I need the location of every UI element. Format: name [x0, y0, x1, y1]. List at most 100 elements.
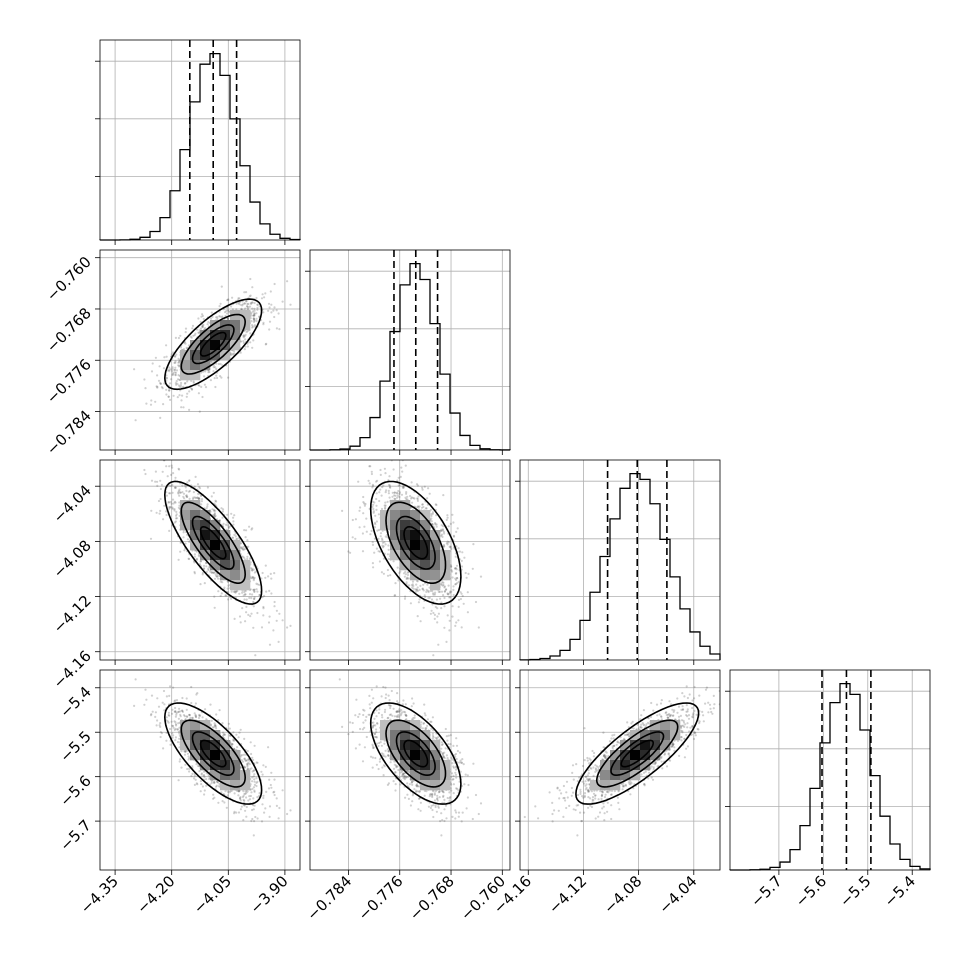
scatter-point: [363, 502, 366, 505]
scatter-point: [196, 483, 200, 486]
scatter-point: [232, 523, 235, 526]
scatter-point: [221, 516, 224, 519]
scatter-point: [250, 612, 253, 615]
density-cell: [200, 510, 211, 521]
scatter-point: [184, 342, 187, 345]
scatter-point: [204, 386, 208, 389]
scatter-point: [178, 501, 181, 504]
scatter-point: [230, 745, 233, 748]
scatter-point: [213, 513, 216, 516]
scatter-point: [184, 749, 187, 753]
scatter-point: [388, 475, 391, 478]
scatter-point: [241, 547, 244, 550]
scatter-point: [241, 547, 244, 550]
scatter-point: [241, 591, 244, 594]
scatter-point: [386, 568, 389, 572]
scatter-point: [466, 611, 469, 614]
scatter-point: [174, 501, 177, 504]
scatter-point: [186, 481, 189, 484]
scatter-point: [160, 483, 163, 486]
scatter-point: [232, 739, 235, 742]
scatter-point: [185, 494, 188, 497]
scatter-point: [251, 286, 254, 289]
scatter-point: [364, 502, 367, 506]
scatter-point: [373, 521, 377, 525]
scatter-point: [183, 497, 186, 500]
scatter-point: [196, 783, 199, 786]
scatter-point: [431, 523, 434, 526]
scatter-point: [412, 587, 415, 590]
scatter-point: [370, 470, 373, 473]
scatter-point: [402, 572, 406, 575]
scatter-point: [415, 590, 418, 593]
scatter-point: [387, 544, 390, 547]
scatter-point: [238, 592, 241, 595]
scatter-point: [133, 368, 136, 371]
scatter-point: [249, 332, 252, 335]
scatter-point: [397, 489, 400, 493]
scatter-point: [376, 529, 379, 532]
density-cell: [200, 550, 211, 561]
scatter-point: [168, 389, 171, 392]
scatter-point: [239, 621, 242, 624]
scatter-point: [230, 590, 233, 593]
scatter-point: [143, 468, 146, 472]
scatter-point: [405, 492, 408, 495]
scatter-point: [210, 495, 213, 498]
scatter-point: [252, 317, 255, 320]
density-cell: [380, 520, 391, 531]
scatter-point: [443, 590, 446, 593]
scatter-point: [174, 721, 177, 724]
scatter-point: [253, 318, 256, 321]
scatter-point: [388, 496, 391, 499]
scatter-point: [245, 305, 249, 308]
scatter-point: [241, 303, 245, 306]
scatter-point: [218, 305, 221, 308]
scatter-point: [252, 577, 256, 580]
density-cell: [210, 540, 221, 551]
scatter-point: [398, 495, 401, 499]
scatter-point: [245, 605, 248, 609]
scatter-point: [264, 292, 267, 295]
scatter-point: [246, 307, 249, 310]
scatter-point: [249, 301, 252, 305]
density-cell: [400, 500, 411, 511]
scatter-point: [201, 785, 204, 788]
scatter-point: [168, 465, 171, 468]
scatter-point: [246, 330, 249, 333]
scatter-point: [378, 499, 381, 503]
scatter-point: [226, 312, 229, 315]
scatter-point: [255, 317, 258, 320]
scatter-point: [448, 619, 451, 622]
scatter-point: [252, 318, 256, 321]
scatter-point: [173, 361, 176, 364]
scatter-point: [157, 379, 161, 382]
scatter-point: [195, 782, 198, 785]
scatter-point: [262, 321, 265, 324]
scatter-point: [143, 378, 146, 381]
scatter-point: [159, 509, 162, 512]
scatter-point: [423, 485, 426, 488]
scatter-point: [395, 457, 397, 459]
scatter-point: [208, 565, 211, 569]
scatter-point: [239, 799, 242, 802]
scatter-point: [250, 302, 253, 306]
scatter-point: [226, 317, 230, 320]
density-cell: [230, 330, 241, 341]
scatter-point: [242, 340, 245, 343]
scatter-point: [227, 376, 230, 379]
scatter-point: [246, 767, 249, 770]
scatter-point: [286, 626, 289, 629]
scatter-point: [193, 570, 196, 574]
scatter-point: [249, 341, 252, 344]
scatter-point: [169, 382, 172, 385]
scatter-point: [175, 517, 179, 520]
scatter-point: [354, 537, 357, 540]
scatter-point: [172, 734, 175, 737]
density-cell: [190, 520, 201, 531]
scatter-point: [215, 574, 218, 578]
scatter-point: [424, 507, 427, 510]
density-cell: [230, 320, 241, 331]
scatter-point: [200, 500, 203, 503]
scatter-point: [165, 494, 168, 497]
